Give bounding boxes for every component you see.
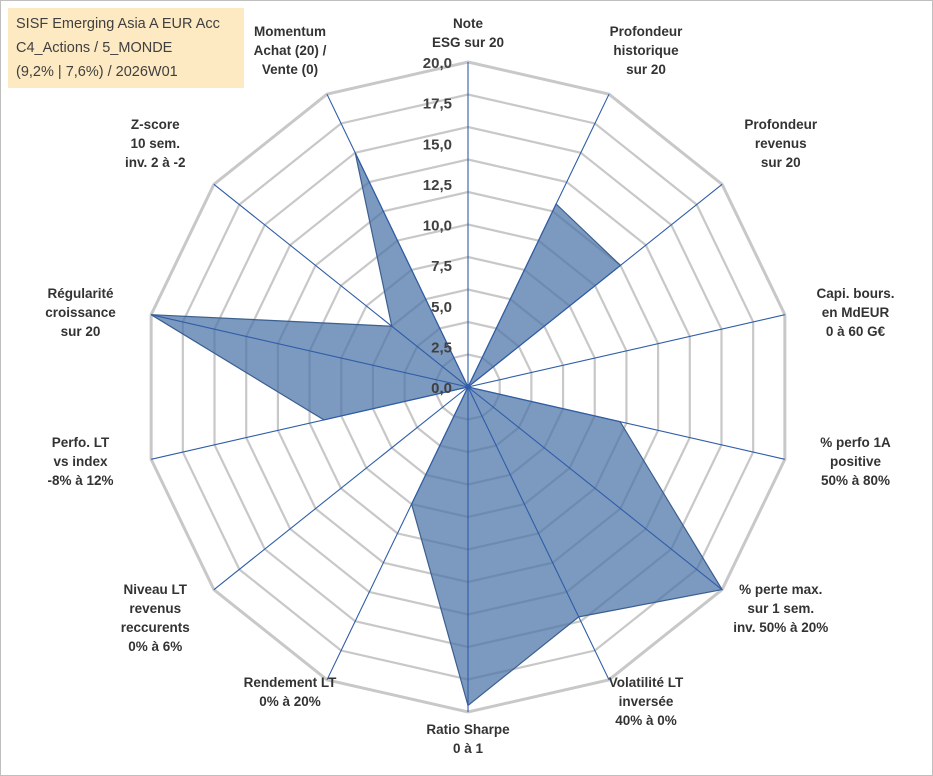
axis-label-line: sur 20 xyxy=(761,155,801,170)
axis-label: Niveau LT revenus reccurents 0% à 6% xyxy=(121,582,190,654)
axis-spoke xyxy=(467,386,610,681)
axis-label: % perte max. sur 1 sem. inv. 50% à 20% xyxy=(733,582,828,635)
axis-label-line: Note xyxy=(453,16,483,31)
fund-stats: (9,2% | 7,6%) / 2026W01 xyxy=(16,64,178,80)
axis-label-line: inv. 2 à -2 xyxy=(125,155,186,170)
tick-label: 7,5 xyxy=(431,258,452,275)
axis-spoke xyxy=(213,183,469,388)
axis-label-line: vs index xyxy=(53,454,108,469)
tick-label: 0,0 xyxy=(431,380,452,397)
axis-label: Profondeur historique sur 20 xyxy=(610,24,683,77)
axis-label-line: 0% à 20% xyxy=(259,694,321,709)
axis-label-line: positive xyxy=(830,454,882,469)
tick-label: 15,0 xyxy=(423,136,452,153)
axis-spoke xyxy=(467,386,723,591)
axis-label-line: 50% à 80% xyxy=(821,473,890,488)
axis-label-line: Perfo. LT xyxy=(52,435,110,450)
axis-label-line: Volatilité LT xyxy=(609,675,684,690)
axis-label-line: % perte max. xyxy=(739,582,822,597)
axis-label-line: Z-score xyxy=(131,117,180,132)
tick-label: 5,0 xyxy=(431,299,452,316)
tick-label: 12,5 xyxy=(423,177,452,194)
axis-label: Rendement LT 0% à 20% xyxy=(244,675,338,709)
axis-label-line: historique xyxy=(613,43,679,58)
axis-label: Momentum Achat (20) / Vente (0) xyxy=(254,24,327,77)
axis-label-line: Niveau LT xyxy=(124,582,188,597)
series-area-0 xyxy=(150,152,724,707)
axis-label-line: 0 à 60 G€ xyxy=(826,324,886,339)
axis-label: Régularité croissance sur 20 xyxy=(45,286,116,339)
axis-label-line: Profondeur xyxy=(610,24,683,39)
axis-spoke xyxy=(467,183,723,388)
axis-label: % perfo 1A positive 50% à 80% xyxy=(820,435,891,488)
fund-category: C4_Actions / 5_MONDE xyxy=(16,40,173,56)
axis-label-line: % perfo 1A xyxy=(820,435,891,450)
axis-label-line: revenus xyxy=(129,601,181,616)
axis-spoke xyxy=(326,386,469,681)
axis-label-line: inv. 50% à 20% xyxy=(733,620,828,635)
axis-label-line: 0% à 6% xyxy=(128,639,182,654)
axis-label-line: sur 20 xyxy=(61,324,101,339)
axis-label-line: -8% à 12% xyxy=(47,473,113,488)
axis-label-line: 40% à 0% xyxy=(615,713,677,728)
axis-spoke xyxy=(467,93,610,388)
axis-label: Ratio Sharpe 0 à 1 xyxy=(426,722,510,756)
axis-label: Volatilité LT inversée 40% à 0% xyxy=(609,675,684,728)
axis-label-line: Ratio Sharpe xyxy=(426,722,510,737)
tick-label: 20,0 xyxy=(423,55,452,72)
axis-label-line: reccurents xyxy=(121,620,190,635)
axis-spoke xyxy=(213,386,469,591)
axis-label: Perfo. LT vs index -8% à 12% xyxy=(47,435,113,488)
axis-spoke xyxy=(151,386,469,460)
axis-label-line: Achat (20) / xyxy=(254,43,327,58)
axis-label-line: revenus xyxy=(755,136,807,151)
tick-label: 17,5 xyxy=(423,96,452,113)
axis-label-line: inversée xyxy=(619,694,674,709)
axis-label: Capi. bours. en MdEUR 0 à 60 G€ xyxy=(816,286,894,339)
fund-name: SISF Emerging Asia A EUR Acc xyxy=(16,16,220,32)
tick-label: 2,5 xyxy=(431,339,452,356)
fund-info-box: SISF Emerging Asia A EUR Acc C4_Actions … xyxy=(8,8,244,88)
axis-label: Note ESG sur 20 xyxy=(432,16,504,50)
axis-label-line: 0 à 1 xyxy=(453,741,484,756)
axis-label-line: en MdEUR xyxy=(822,305,890,320)
axis-label: Z-score 10 sem. inv. 2 à -2 xyxy=(125,117,186,170)
axis-label-line: croissance xyxy=(45,305,116,320)
axis-label-line: Rendement LT xyxy=(244,675,338,690)
axis-label-line: Profondeur xyxy=(744,117,817,132)
axis-label-line: Régularité xyxy=(47,286,114,301)
axis-label-line: Capi. bours. xyxy=(816,286,894,301)
axis-label-line: 10 sem. xyxy=(131,136,181,151)
axis-label-line: sur 20 xyxy=(626,62,666,77)
axis-label-line: sur 1 sem. xyxy=(747,601,814,616)
axis-spoke xyxy=(326,93,469,388)
axis-label-line: Momentum xyxy=(254,24,326,39)
axis-label: Profondeur revenus sur 20 xyxy=(744,117,817,170)
tick-label: 10,0 xyxy=(423,218,452,235)
axis-spoke xyxy=(467,386,785,460)
axis-spoke xyxy=(467,314,785,388)
axis-label-line: ESG sur 20 xyxy=(432,35,504,50)
axis-spoke xyxy=(151,314,469,388)
axis-label-line: Vente (0) xyxy=(262,62,318,77)
